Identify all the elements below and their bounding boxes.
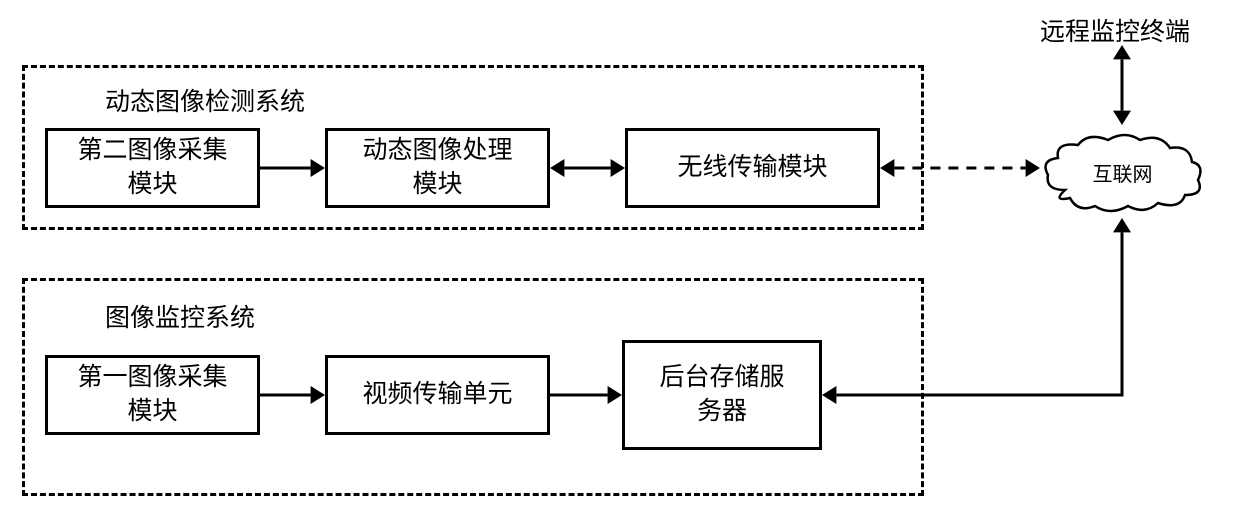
- edges-overlay: [0, 0, 1240, 515]
- cloud-label: 互联网: [1093, 158, 1153, 187]
